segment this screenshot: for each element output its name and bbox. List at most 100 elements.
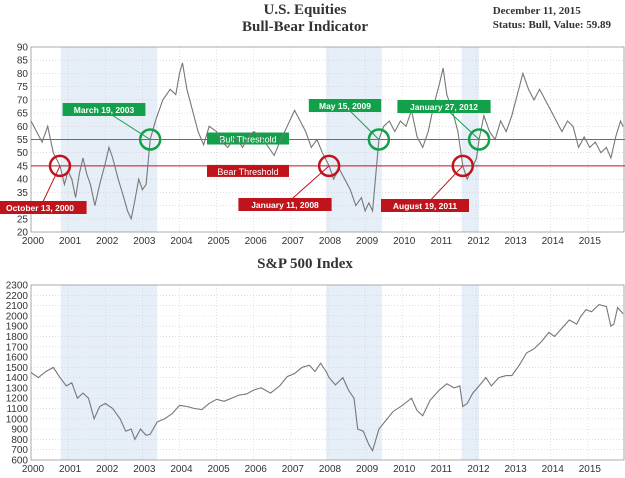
sp500-y-tick-label: 1200 bbox=[6, 394, 29, 405]
report-date: December 11, 2015 bbox=[492, 5, 581, 17]
sp500-x-tick-label: 2006 bbox=[245, 464, 268, 475]
sp500-x-tick-label: 2003 bbox=[133, 464, 156, 475]
bull-signal-label: January 27, 2012 bbox=[410, 102, 478, 112]
indicator-x-tick-label: 2015 bbox=[579, 236, 602, 247]
indicator-y-tick-label: 45 bbox=[17, 161, 29, 172]
bear-threshold-label: Bear Threshold bbox=[217, 167, 278, 177]
sp500-x-tick-label: 2000 bbox=[22, 464, 45, 475]
indicator-y-tick-label: 60 bbox=[17, 122, 29, 133]
bear-signal-badge bbox=[381, 199, 469, 212]
sp500-chart: 6007008009001000110012001300140015001600… bbox=[6, 281, 625, 475]
sp500-y-tick-label: 1000 bbox=[6, 414, 29, 425]
indicator-y-tick-label: 40 bbox=[17, 175, 29, 186]
bull-signal-label: May 15, 2009 bbox=[319, 101, 371, 111]
indicator-y-tick-label: 90 bbox=[17, 43, 29, 54]
bull-signal-circle bbox=[138, 128, 162, 151]
sp500-y-tick-label: 1700 bbox=[6, 342, 29, 353]
sp500-bear-shade-2 bbox=[461, 285, 480, 460]
sp500-y-tick-label: 2200 bbox=[6, 291, 29, 302]
indicator-x-tick-label: 2007 bbox=[282, 236, 305, 247]
sp500-y-tick-label: 2000 bbox=[6, 311, 29, 322]
indicator-y-tick-label: 50 bbox=[17, 148, 29, 159]
indicator-x-tick-label: 2005 bbox=[208, 236, 231, 247]
sp500-x-tick-label: 2013 bbox=[505, 464, 528, 475]
sp500-x-tick-label: 2015 bbox=[579, 464, 602, 475]
indicator-y-tick-label: 70 bbox=[17, 95, 29, 106]
indicator-x-tick-label: 2013 bbox=[505, 236, 528, 247]
indicator-x-tick-label: 2000 bbox=[22, 236, 45, 247]
sp500-y-tick-label: 1100 bbox=[6, 404, 28, 415]
sp500-x-tick-label: 2014 bbox=[542, 464, 565, 475]
bear-signal-badge bbox=[0, 201, 87, 214]
indicator-x-tick-label: 2011 bbox=[431, 236, 453, 247]
sp500-x-tick-label: 2012 bbox=[467, 464, 490, 475]
indicator-y-tick-label: 25 bbox=[17, 214, 29, 225]
sp500-x-tick-label: 2010 bbox=[393, 464, 416, 475]
bull-threshold-badge bbox=[207, 132, 289, 145]
bear-signal-circle bbox=[48, 154, 72, 178]
indicator-x-tick-label: 2008 bbox=[319, 236, 342, 247]
bull-signal-badge bbox=[62, 103, 146, 116]
indicator-chart: 2025303540455055606570758085902000200120… bbox=[0, 43, 625, 247]
sp500-y-tick-label: 2100 bbox=[6, 301, 29, 312]
bear-signal-leader bbox=[39, 165, 61, 209]
indicator-title-line1: U.S. Equities bbox=[263, 2, 347, 18]
sp500-y-tick-label: 1500 bbox=[6, 363, 29, 374]
sp500-y-tick-label: 900 bbox=[11, 425, 28, 436]
indicator-x-tick-label: 2006 bbox=[245, 236, 268, 247]
sp500-x-tick-label: 2007 bbox=[282, 464, 305, 475]
bear-signal-label: January 11, 2008 bbox=[251, 200, 319, 210]
indicator-x-tick-label: 2009 bbox=[356, 236, 379, 247]
indicator-series-line bbox=[30, 62, 624, 221]
status-text: Status: Bull, Value: 59.89 bbox=[492, 19, 611, 31]
sp500-x-tick-label: 2005 bbox=[208, 464, 231, 475]
sp500-y-tick-label: 1800 bbox=[6, 332, 29, 343]
sp500-x-tick-label: 2001 bbox=[59, 464, 82, 475]
indicator-x-tick-label: 2010 bbox=[393, 236, 416, 247]
status-block: December 11, 2015 Status: Bull, Value: 5… bbox=[493, 4, 611, 32]
sp500-x-tick-label: 2011 bbox=[431, 464, 453, 475]
bear-signal-label: August 19, 2011 bbox=[393, 201, 458, 211]
bull-signal-badge bbox=[308, 99, 382, 112]
bear-threshold-badge bbox=[207, 164, 289, 177]
sp500-y-tick-label: 2300 bbox=[6, 281, 29, 292]
sp500-y-tick-label: 700 bbox=[11, 445, 28, 456]
bear-signal-badge bbox=[238, 198, 332, 211]
bear-signal-label: October 13, 2000 bbox=[6, 203, 74, 213]
bull-signal-label: March 19, 2003 bbox=[74, 105, 135, 115]
indicator-x-tick-label: 2003 bbox=[133, 236, 156, 247]
sp500-chart-title: S&P 500 Index bbox=[257, 256, 353, 272]
bull-signal-circle bbox=[367, 128, 391, 151]
bear-signal-circle bbox=[451, 154, 475, 178]
indicator-y-tick-label: 55 bbox=[17, 135, 29, 146]
indicator-chart-title: U.S. Equities Bull-Bear Indicator bbox=[200, 2, 410, 36]
bear-signal-circle bbox=[317, 154, 341, 178]
indicator-x-tick-label: 2002 bbox=[96, 236, 119, 247]
bull-signal-circle bbox=[467, 128, 491, 151]
sp500-bear-shade-0 bbox=[60, 285, 158, 460]
sp500-x-tick-label: 2009 bbox=[356, 464, 379, 475]
sp500-y-tick-label: 1900 bbox=[6, 322, 29, 333]
indicator-x-tick-label: 2014 bbox=[542, 236, 565, 247]
sp500-y-tick-label: 1400 bbox=[6, 373, 29, 384]
bull-signal-badge bbox=[397, 100, 491, 113]
indicator-y-tick-label: 80 bbox=[17, 69, 29, 80]
indicator-title-line2: Bull-Bear Indicator bbox=[242, 19, 368, 35]
sp500-bear-shade-1 bbox=[326, 285, 382, 460]
sp500-series-line bbox=[30, 303, 624, 453]
sp500-x-tick-label: 2002 bbox=[96, 464, 119, 475]
sp500-x-tick-label: 2008 bbox=[319, 464, 342, 475]
sp500-y-tick-label: 1300 bbox=[6, 383, 29, 394]
sp500-y-tick-label: 800 bbox=[11, 435, 28, 446]
indicator-y-tick-label: 75 bbox=[17, 82, 29, 93]
sp500-x-tick-label: 2004 bbox=[170, 464, 193, 475]
sp500-y-tick-label: 600 bbox=[11, 456, 28, 467]
indicator-x-tick-label: 2001 bbox=[59, 236, 82, 247]
indicator-x-tick-label: 2004 bbox=[170, 236, 193, 247]
indicator-y-tick-label: 35 bbox=[17, 188, 29, 199]
indicator-y-tick-label: 85 bbox=[17, 56, 29, 67]
indicator-x-tick-label: 2012 bbox=[467, 236, 490, 247]
sp500-y-tick-label: 1600 bbox=[6, 353, 29, 364]
